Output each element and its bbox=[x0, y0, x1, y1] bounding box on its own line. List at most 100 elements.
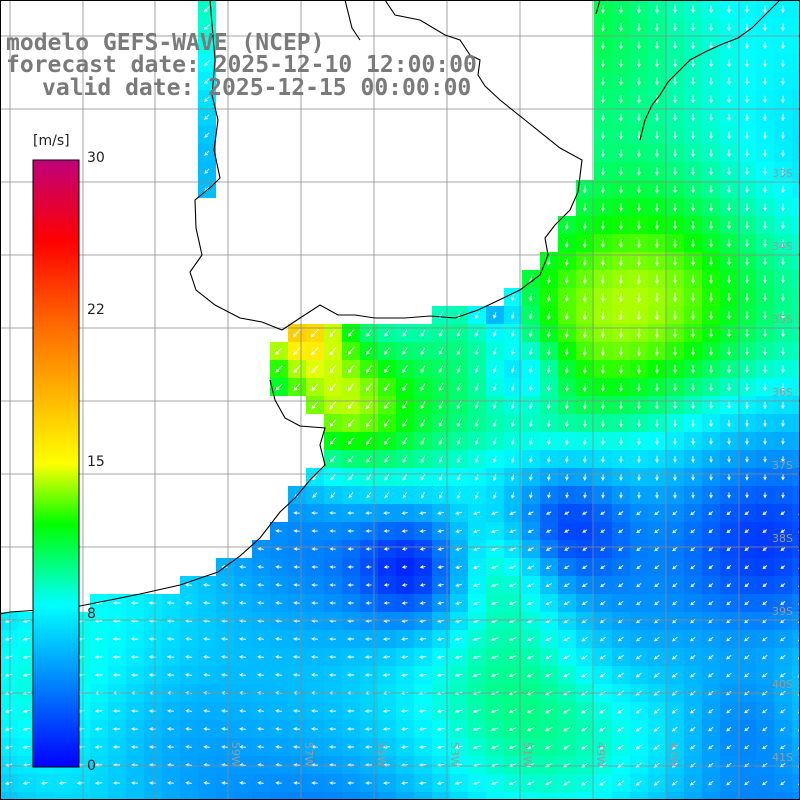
wind-arrow bbox=[689, 708, 696, 714]
wind-arrow bbox=[781, 492, 785, 499]
wind-arrow bbox=[601, 437, 605, 446]
wind-cell bbox=[288, 792, 306, 800]
wind-cell bbox=[756, 792, 774, 800]
wind-arrow bbox=[401, 565, 408, 569]
wind-arrow bbox=[709, 474, 713, 481]
wind-arrow bbox=[257, 709, 265, 713]
wind-arrow bbox=[529, 473, 533, 481]
wind-arrow bbox=[601, 95, 605, 104]
wind-arrow bbox=[637, 95, 641, 104]
wind-cell bbox=[792, 540, 800, 558]
wind-arrow bbox=[204, 168, 210, 174]
wind-arrow bbox=[472, 673, 481, 678]
wind-arrow bbox=[546, 365, 551, 374]
wind-arrow bbox=[346, 655, 355, 659]
wind-arrow bbox=[635, 726, 642, 732]
wind-arrow bbox=[709, 41, 713, 50]
wind-arrow bbox=[726, 511, 732, 516]
wind-arrow bbox=[94, 745, 103, 749]
wind-arrow bbox=[601, 492, 605, 499]
wind-arrow bbox=[257, 745, 264, 749]
wind-arrow bbox=[275, 583, 282, 587]
wind-arrow bbox=[637, 346, 641, 357]
wind-arrow bbox=[311, 565, 318, 569]
wind-arrow bbox=[727, 256, 731, 266]
wind-arrow bbox=[635, 636, 642, 642]
wind-arrow bbox=[185, 709, 193, 713]
wind-arrow bbox=[94, 727, 103, 731]
wind-arrow bbox=[509, 529, 517, 533]
wind-arrow bbox=[709, 95, 713, 104]
wind-arrow bbox=[653, 672, 660, 678]
wind-cell bbox=[792, 126, 800, 144]
wind-arrow bbox=[709, 419, 713, 428]
wind-arrow bbox=[419, 601, 426, 605]
colorbar-tick-22: 22 bbox=[87, 302, 105, 318]
wind-arrow bbox=[563, 565, 570, 569]
wind-arrow bbox=[781, 95, 785, 104]
wind-arrow bbox=[366, 437, 372, 446]
wind-arrow bbox=[673, 474, 677, 481]
wind-arrow bbox=[437, 565, 444, 569]
wind-arrow bbox=[599, 654, 606, 660]
wind-arrow bbox=[762, 780, 768, 786]
colorbar-tick-8: 8 bbox=[87, 606, 96, 622]
wind-arrow bbox=[673, 346, 677, 357]
wind-arrow bbox=[40, 781, 49, 785]
wind-arrow bbox=[781, 131, 785, 140]
wind-cell bbox=[792, 612, 800, 630]
wind-cell bbox=[234, 792, 252, 800]
wind-arrow bbox=[239, 655, 247, 659]
wind-arrow bbox=[239, 583, 246, 587]
wind-arrow bbox=[691, 346, 695, 357]
wind-arrow bbox=[709, 383, 713, 392]
wind-arrow bbox=[691, 274, 695, 285]
wind-arrow bbox=[546, 256, 551, 266]
wind-arrow bbox=[22, 727, 31, 732]
wind-arrow bbox=[112, 655, 121, 659]
wind-arrow bbox=[384, 347, 390, 355]
wind-arrow bbox=[508, 709, 517, 714]
wind-arrow bbox=[781, 41, 785, 50]
wind-arrow bbox=[709, 455, 713, 463]
wind-arrow bbox=[420, 365, 426, 374]
wind-arrow bbox=[257, 601, 264, 605]
wind-arrow bbox=[617, 654, 624, 660]
wind-arrow bbox=[726, 708, 732, 714]
wind-arrow bbox=[691, 5, 695, 14]
latitude-label: 34S bbox=[772, 240, 793, 253]
wind-arrow bbox=[364, 673, 373, 677]
wind-arrow bbox=[637, 437, 641, 446]
wind-arrow bbox=[365, 745, 373, 749]
wind-arrow bbox=[58, 781, 67, 785]
wind-arrow bbox=[727, 347, 731, 356]
wind-arrow bbox=[745, 329, 749, 338]
wind-arrow bbox=[275, 547, 282, 551]
wind-arrow bbox=[617, 744, 625, 750]
wind-arrow bbox=[510, 455, 515, 464]
wind-arrow bbox=[673, 77, 677, 86]
wind-arrow bbox=[672, 582, 678, 588]
wind-arrow bbox=[601, 220, 605, 231]
wind-arrow bbox=[671, 654, 678, 660]
wind-arrow bbox=[528, 383, 533, 392]
wind-arrow bbox=[508, 727, 517, 732]
wind-arrow bbox=[527, 547, 534, 551]
wind-arrow bbox=[708, 708, 714, 714]
wind-arrow bbox=[637, 59, 641, 68]
wind-arrow bbox=[691, 492, 695, 499]
wind-arrow bbox=[545, 601, 553, 606]
wind-arrow bbox=[437, 529, 444, 533]
wind-arrow bbox=[347, 637, 354, 641]
wind-arrow bbox=[673, 149, 677, 158]
wind-arrow bbox=[492, 419, 497, 428]
wind-arrow bbox=[401, 781, 409, 785]
wind-arrow bbox=[671, 780, 678, 786]
wind-arrow bbox=[727, 203, 731, 212]
wind-arrow bbox=[726, 565, 732, 570]
wind-arrow bbox=[781, 401, 785, 410]
wind-arrow bbox=[221, 583, 229, 587]
wind-arrow bbox=[545, 565, 552, 569]
wind-cell bbox=[144, 792, 162, 800]
wind-arrow bbox=[617, 708, 625, 714]
